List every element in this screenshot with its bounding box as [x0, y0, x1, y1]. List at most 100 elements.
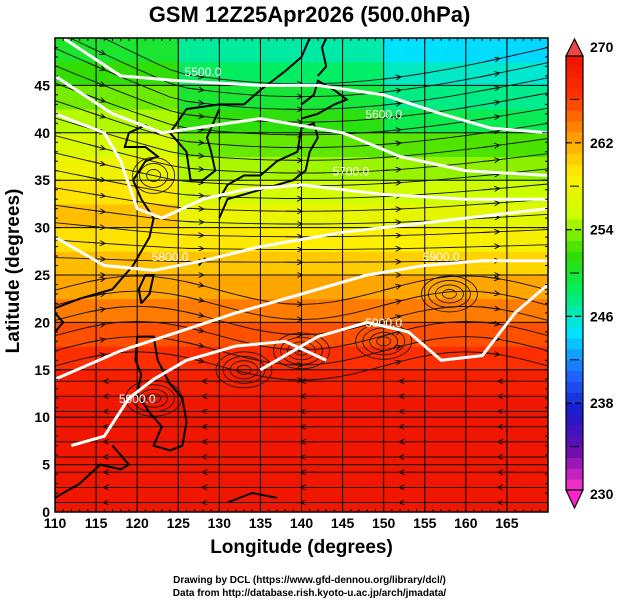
- coastline: [169, 108, 221, 182]
- field-cell: [362, 416, 385, 442]
- field-cell: [506, 440, 528, 466]
- y-tick-label: 45: [34, 77, 50, 93]
- field-cell: [444, 298, 467, 323]
- x-tick-label: 150: [372, 515, 396, 531]
- field-cell: [239, 321, 261, 347]
- colorbar-segment: [566, 305, 583, 317]
- field-cell: [526, 440, 548, 466]
- streamline-arrow: [383, 331, 400, 337]
- field-cell: [321, 179, 344, 205]
- field-cell: [280, 61, 302, 86]
- field-cell: [259, 345, 282, 371]
- field-cell: [218, 321, 241, 347]
- field-cell: [526, 298, 548, 323]
- streamline-arrow: [383, 286, 400, 291]
- field-cell: [403, 440, 426, 466]
- field-cell: [218, 38, 241, 63]
- streamline-arrow: [383, 143, 400, 144]
- field-cell: [383, 156, 405, 181]
- field-cell: [280, 203, 302, 229]
- field-cell: [116, 132, 138, 157]
- field-cell: [136, 487, 159, 512]
- field-cell: [465, 156, 487, 181]
- streamline-arrow: [383, 362, 400, 367]
- field-cell: [362, 227, 385, 252]
- field-cell: [424, 38, 446, 63]
- streamline-arrow: [482, 145, 498, 147]
- field-cell: [403, 132, 426, 157]
- field-cell: [506, 464, 528, 489]
- field-cell: [506, 487, 528, 512]
- streamline-swirl: [427, 280, 471, 308]
- field-cell: [239, 416, 261, 442]
- x-tick-label: 110: [44, 515, 67, 531]
- streamline-arrow: [482, 102, 498, 105]
- field-cell: [218, 440, 241, 466]
- field-cell: [239, 487, 261, 512]
- field-cell: [444, 61, 467, 86]
- field-cell: [198, 227, 220, 252]
- field-cell: [321, 250, 344, 276]
- field-cell: [75, 321, 97, 347]
- field-cell: [198, 416, 220, 442]
- colorbar-segment: [566, 77, 583, 90]
- x-tick-label: 145: [331, 515, 355, 531]
- field-cell: [157, 298, 179, 323]
- field-cell: [177, 298, 200, 323]
- field-cell: [177, 440, 200, 466]
- field-cell: [506, 156, 528, 181]
- streamline-arrow: [87, 78, 104, 86]
- field-cell: [95, 298, 118, 323]
- y-tick-label: 0: [42, 504, 50, 520]
- colorbar-segment: [566, 121, 583, 133]
- field-cell: [485, 250, 508, 276]
- field-cell: [485, 38, 508, 63]
- field-cell: [280, 274, 302, 300]
- streamline-arrow: [383, 90, 400, 92]
- colorbar-segment: [566, 142, 583, 155]
- field-cell: [506, 132, 528, 157]
- field-cell: [218, 227, 241, 252]
- field-cell: [362, 84, 385, 110]
- streamline-arrow: [482, 131, 498, 133]
- streamline-arrow: [482, 59, 498, 63]
- field-cell: [465, 132, 487, 157]
- field-cell: [157, 416, 179, 442]
- field-cell: [301, 487, 323, 512]
- x-tick-label: 155: [413, 515, 437, 531]
- contour-label: 5900.0: [119, 392, 156, 406]
- colorbar-segment: [566, 338, 583, 350]
- field-cell: [424, 250, 446, 276]
- field-cell: [321, 416, 344, 442]
- contour-label: 5900.0: [365, 316, 402, 330]
- streamline-swirl: [146, 393, 162, 404]
- field-cell: [95, 464, 118, 489]
- streamline-swirl: [273, 332, 330, 370]
- field-cell: [75, 203, 97, 229]
- field-cell: [301, 203, 323, 229]
- field-cell: [116, 416, 138, 442]
- streamline-swirl: [146, 169, 162, 182]
- colorbar-segment: [566, 99, 583, 111]
- field-cell: [55, 416, 77, 442]
- colorbar-segment: [566, 175, 583, 187]
- colorbar-tick-label: 254: [590, 222, 614, 238]
- chart-title: GSM 12Z25Apr2026 (500.0hPa): [148, 2, 471, 27]
- field-cell: [280, 156, 302, 181]
- field-cell: [321, 227, 344, 252]
- field-cell: [95, 156, 118, 181]
- field-cell: [157, 38, 179, 63]
- x-tick-label: 160: [454, 515, 478, 531]
- colorbar-tick-label: 238: [590, 395, 614, 411]
- colorbar: 230 238 246 254 262 270: [565, 37, 614, 510]
- field-cell: [280, 84, 302, 110]
- field-cell: [218, 274, 241, 300]
- field-cell: [444, 440, 467, 466]
- field-cell: [259, 440, 282, 466]
- field-cell: [485, 298, 508, 323]
- field-cell: [239, 227, 261, 252]
- field-cell: [526, 61, 548, 86]
- field-cell: [198, 203, 220, 229]
- field-cell: [95, 440, 118, 466]
- streamline-swirl: [280, 336, 323, 365]
